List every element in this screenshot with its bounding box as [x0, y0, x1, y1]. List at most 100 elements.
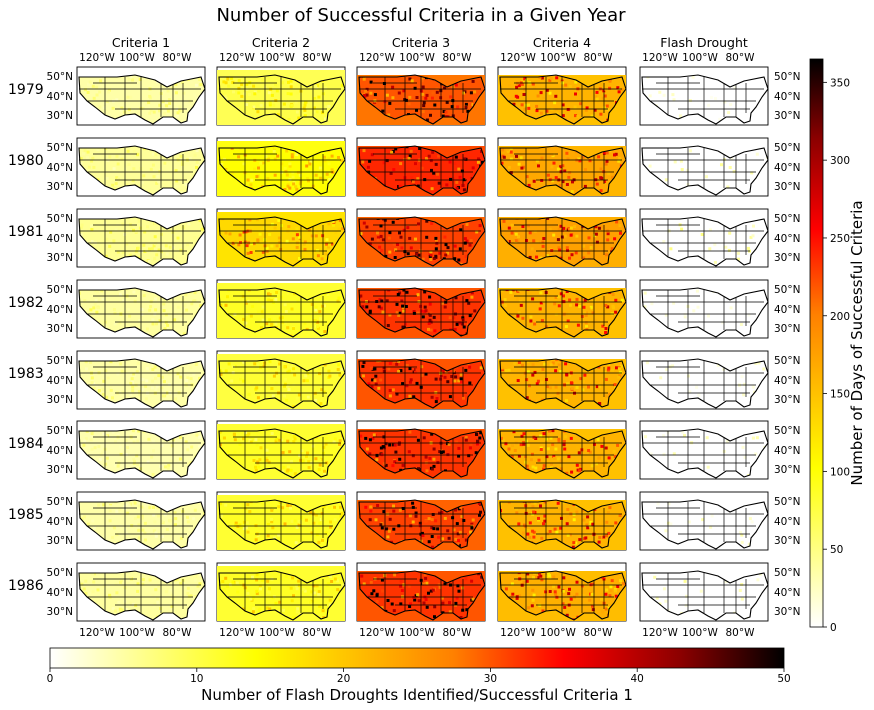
heat-cell: [237, 86, 241, 90]
heat-cell: [524, 78, 528, 82]
heat-cell: [437, 319, 441, 322]
heat-cell: [453, 162, 457, 165]
heat-cell: [416, 438, 420, 442]
heat-cell: [458, 175, 462, 179]
heat-cell: [115, 98, 119, 102]
heat-cell: [119, 108, 123, 112]
heat-cell: [429, 253, 433, 257]
heat-cell: [286, 468, 290, 472]
heat-cell: [310, 303, 314, 306]
heat-cell: [196, 164, 200, 168]
heat-cell: [97, 389, 101, 392]
heat-cell: [568, 171, 572, 175]
heat-cell: [87, 165, 91, 169]
heat-cell: [95, 93, 99, 97]
heat-cell: [112, 308, 116, 311]
heat-cell: [416, 311, 420, 315]
heat-cell: [297, 579, 301, 583]
heat-cell: [374, 518, 378, 522]
heat-cell: [219, 303, 223, 307]
heat-cell: [198, 218, 202, 222]
heat-cell: [291, 171, 295, 175]
heat-cell: [270, 508, 274, 512]
heat-cell: [117, 164, 121, 168]
heat-cell: [589, 305, 593, 309]
heat-cell: [571, 545, 575, 549]
heat-cell: [561, 589, 565, 593]
heat-cell: [589, 592, 592, 596]
heat-cell: [613, 153, 616, 157]
map-panel: [216, 420, 346, 480]
heat-cell: [131, 429, 135, 433]
heat-cell: [226, 450, 230, 454]
state-boundaries: [79, 219, 201, 259]
left-lat-tick-label: 40°N: [47, 233, 73, 245]
heat-cell: [127, 505, 131, 509]
heat-cell: [322, 155, 326, 159]
heat-cell: [317, 540, 321, 544]
chart-title: Number of Successful Criteria in a Given…: [216, 5, 626, 26]
heat-cell: [227, 362, 231, 366]
heat-cell: [176, 472, 180, 476]
heat-cell: [543, 550, 546, 553]
heat-cell: [742, 382, 746, 386]
heat-cell: [280, 316, 284, 320]
heat-cell: [397, 442, 401, 446]
heat-cell: [117, 177, 120, 181]
heat-cell: [400, 246, 404, 250]
heat-cell: [408, 367, 412, 371]
heat-cell: [394, 450, 398, 454]
heat-cell: [370, 592, 374, 596]
heat-cell: [255, 592, 259, 596]
heat-cell: [360, 574, 364, 578]
heat-cell: [156, 597, 159, 601]
heat-cell: [256, 374, 260, 378]
heat-cell: [578, 469, 582, 473]
heat-cell: [540, 578, 544, 582]
heat-cell: [154, 588, 158, 592]
heat-cell: [115, 176, 119, 180]
right-lat-tick-label: 50°N: [774, 71, 800, 83]
heat-cell: [169, 588, 173, 592]
heat-cell: [595, 240, 599, 244]
map-panel: [216, 208, 346, 268]
heat-cell: [141, 318, 145, 322]
heat-cell: [324, 252, 328, 256]
heat-cell: [550, 249, 554, 252]
heat-cell: [277, 505, 281, 509]
heat-cell: [728, 231, 732, 235]
heat-cell: [425, 93, 429, 97]
heat-cell: [378, 178, 382, 182]
heat-cell: [470, 579, 474, 583]
heat-cell: [553, 101, 557, 105]
heat-cell: [312, 586, 316, 590]
heat-cell: [422, 104, 426, 108]
heat-cell: [531, 465, 535, 469]
heat-cell: [328, 243, 331, 247]
heat-cell: [99, 79, 103, 83]
heat-cell: [462, 91, 465, 95]
heat-cell: [469, 239, 473, 242]
heat-cell: [242, 527, 246, 531]
heat-cell: [707, 314, 710, 318]
heat-cell: [594, 232, 598, 236]
heat-cell: [366, 165, 370, 169]
bottom-lon-tick-label: 100°W: [399, 627, 435, 639]
heat-cell: [510, 231, 514, 235]
heat-cell: [83, 149, 87, 153]
heat-cell: [605, 520, 609, 524]
heat-cell: [607, 456, 611, 460]
heat-cell: [554, 607, 557, 611]
heat-cell: [708, 228, 712, 232]
heat-cell: [259, 103, 263, 107]
heat-cell: [113, 162, 117, 165]
heat-cell: [428, 318, 432, 322]
heat-cell: [398, 508, 402, 512]
heat-cell: [151, 163, 155, 167]
heat-cell: [369, 80, 373, 84]
heat-cell: [297, 393, 301, 397]
heat-cell: [154, 152, 158, 156]
heat-cell: [620, 298, 624, 302]
heat-cell: [153, 520, 157, 524]
heat-cell: [258, 458, 262, 462]
